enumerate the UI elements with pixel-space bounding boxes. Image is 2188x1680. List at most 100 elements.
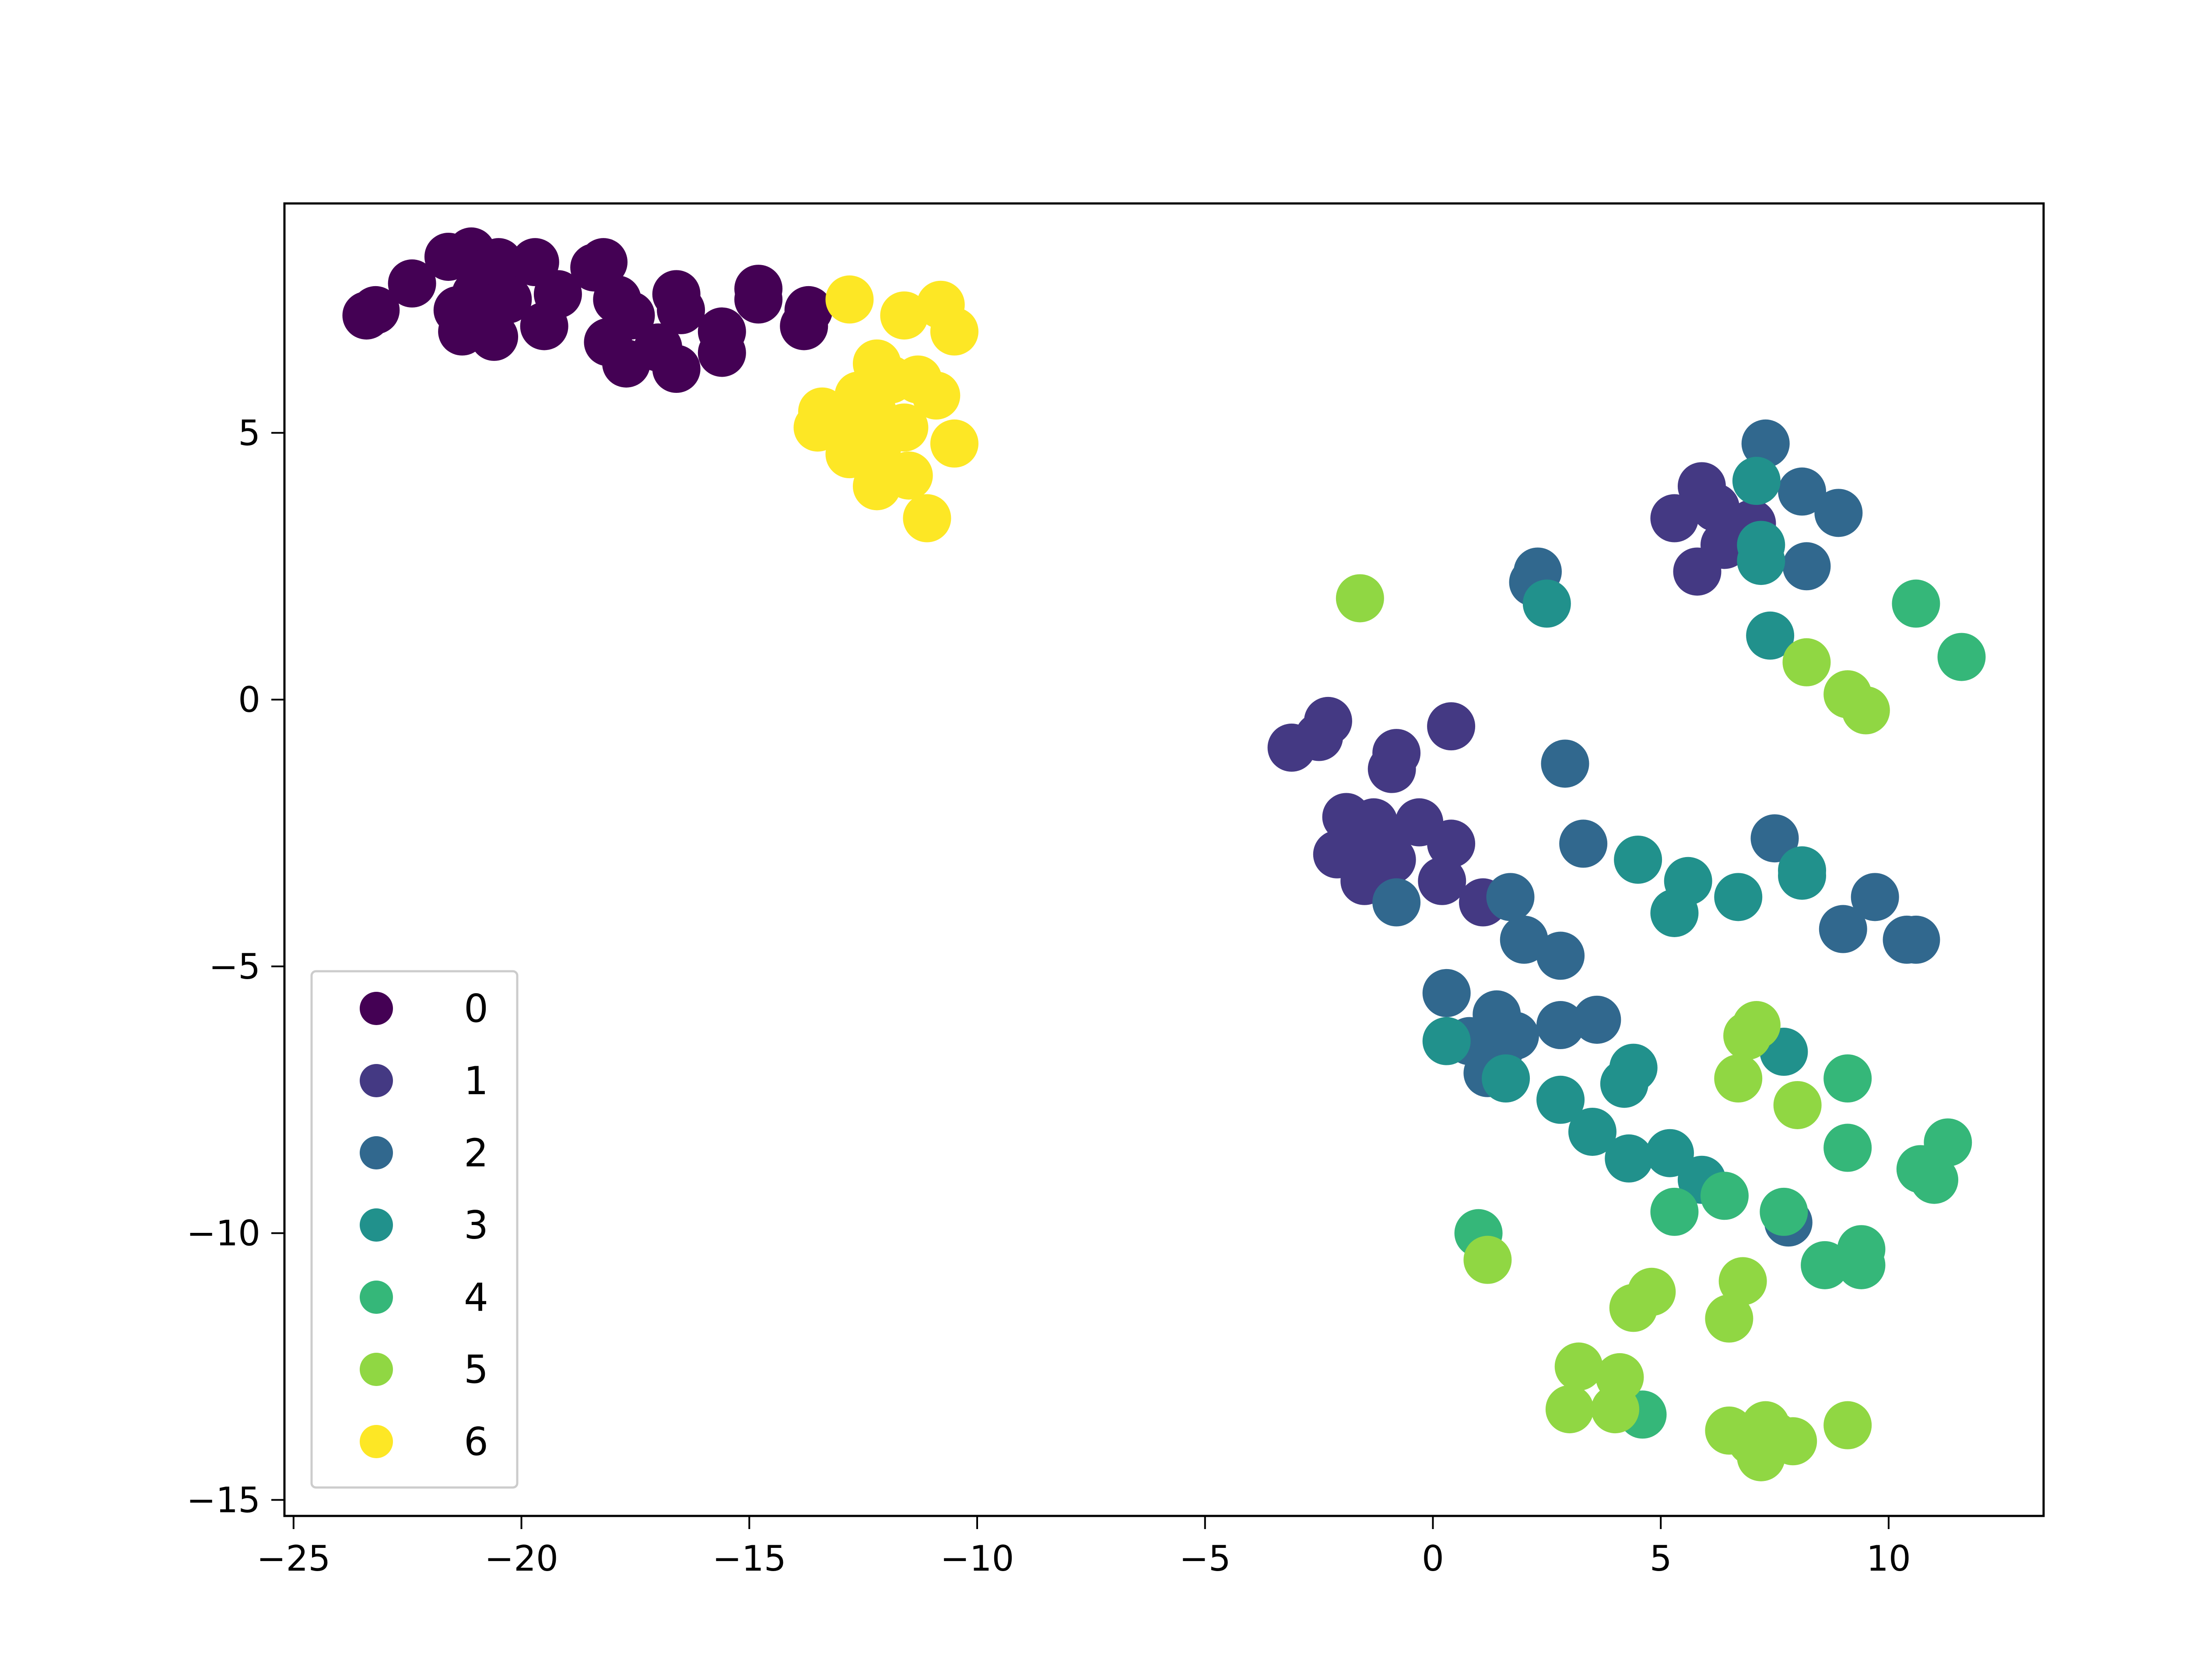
point-class-3-13 [1568,1107,1616,1156]
x-axis: −25 −20 −15 −10 −5 0 5 10 [256,1516,1911,1579]
point-class-0-9 [484,275,532,324]
point-class-2-5 [1486,873,1535,921]
point-class-2-7 [1536,931,1585,980]
point-class-4-11 [1700,1172,1749,1220]
point-class-0-2 [388,259,436,308]
point-class-2-22 [1778,467,1827,516]
point-class-0-11 [470,312,519,361]
point-class-0-14 [533,270,582,318]
point-class-6-15 [825,430,874,479]
y-tick-label: −5 [209,946,260,987]
point-class-5-13 [1554,1342,1603,1391]
point-class-2-17 [1819,905,1867,953]
point-class-0-26 [698,329,746,377]
point-class-2-2 [1541,739,1589,788]
point-class-3-0 [1522,579,1571,628]
y-tick-label: −10 [186,1213,260,1254]
point-class-3-12 [1536,1075,1585,1124]
point-class-2-3 [1559,819,1608,868]
point-class-2-15 [1490,1012,1539,1060]
point-class-0-16 [579,238,628,287]
legend: 0 1 2 3 4 5 6 [310,970,519,1489]
point-class-4-9 [1837,1241,1886,1289]
point-class-3-1 [1732,457,1781,505]
x-tick-label: −25 [256,1538,330,1579]
x-tick-label: −20 [484,1538,558,1579]
plot-frame [283,202,2045,1517]
point-class-4-1 [1937,633,1986,681]
point-class-2-13 [1536,1001,1585,1050]
point-class-2-18 [1851,873,1899,921]
legend-marker-3 [360,1208,393,1242]
point-class-1-18 [1650,494,1699,542]
point-class-5-0 [1336,574,1384,623]
legend-label-5: 5 [464,1347,488,1392]
legend-label-3: 3 [464,1203,488,1248]
point-class-2-20 [1892,915,1940,964]
point-class-4-7 [1760,1187,1808,1236]
point-class-5-23 [1823,1401,1872,1449]
point-class-2-6 [1500,915,1548,964]
point-class-5-11 [1705,1294,1753,1343]
x-tick-label: 10 [1866,1538,1911,1579]
legend-marker-6 [360,1425,393,1458]
point-class-6-17 [852,462,901,511]
legend-marker-5 [360,1353,393,1386]
point-class-5-12 [1718,1257,1767,1306]
point-class-6-18 [930,419,978,468]
legend-frame [310,970,519,1489]
point-class-1-22 [1673,547,1722,596]
point-class-6-7 [912,371,961,420]
legend-marker-2 [360,1136,393,1169]
point-class-5-15 [1545,1385,1594,1434]
point-class-1-2 [1304,696,1352,745]
legend-marker-0 [360,992,393,1025]
legend-label-0: 0 [464,986,488,1031]
point-class-1-20 [1691,483,1740,532]
point-class-5-24 [1741,1401,1790,1449]
x-tick-label: −15 [712,1538,786,1579]
point-class-1-16 [1427,702,1476,751]
point-class-4-10 [1801,1241,1849,1289]
y-tick-label: −15 [186,1480,260,1520]
x-tick-label: 0 [1422,1538,1444,1579]
point-class-0-1 [351,286,400,334]
point-class-1-12 [1372,729,1421,777]
legend-marker-1 [360,1064,393,1097]
point-class-6-1 [880,291,929,340]
point-class-5-7 [1773,1081,1822,1129]
point-class-1-14 [1418,857,1466,905]
point-class-5-16 [1591,1385,1640,1434]
point-class-5-6 [1714,1054,1763,1102]
point-class-2-21 [1741,419,1790,468]
point-class-2-16 [1750,814,1799,863]
point-class-5-5 [1732,1001,1781,1050]
x-tick-label: −10 [940,1538,1014,1579]
point-class-2-23 [1814,489,1863,537]
point-class-3-17 [1646,1129,1694,1177]
point-class-6-19 [903,494,951,542]
point-class-3-5 [1614,836,1662,884]
legend-label-1: 1 [464,1058,488,1103]
point-class-2-14 [1573,995,1621,1044]
point-class-1-10 [1368,836,1416,884]
point-class-3-7 [1650,889,1699,937]
legend-label-2: 2 [464,1130,488,1176]
point-class-5-10 [1627,1267,1676,1316]
point-class-4-2 [1823,1054,1872,1102]
point-class-5-8 [1463,1236,1512,1284]
point-class-6-0 [825,275,874,324]
point-class-0-28 [734,275,783,324]
point-class-3-15 [1609,1043,1658,1092]
point-class-3-4 [1746,611,1795,660]
point-class-2-4 [1372,878,1421,927]
point-class-5-3 [1841,686,1890,735]
x-tick-label: −5 [1179,1538,1231,1579]
y-tick-label: 0 [238,679,260,720]
point-class-4-12 [1650,1187,1699,1236]
point-class-5-1 [1782,638,1831,686]
point-class-2-24 [1782,542,1831,591]
point-class-4-5 [1910,1155,1959,1204]
point-class-3-8 [1714,873,1763,921]
